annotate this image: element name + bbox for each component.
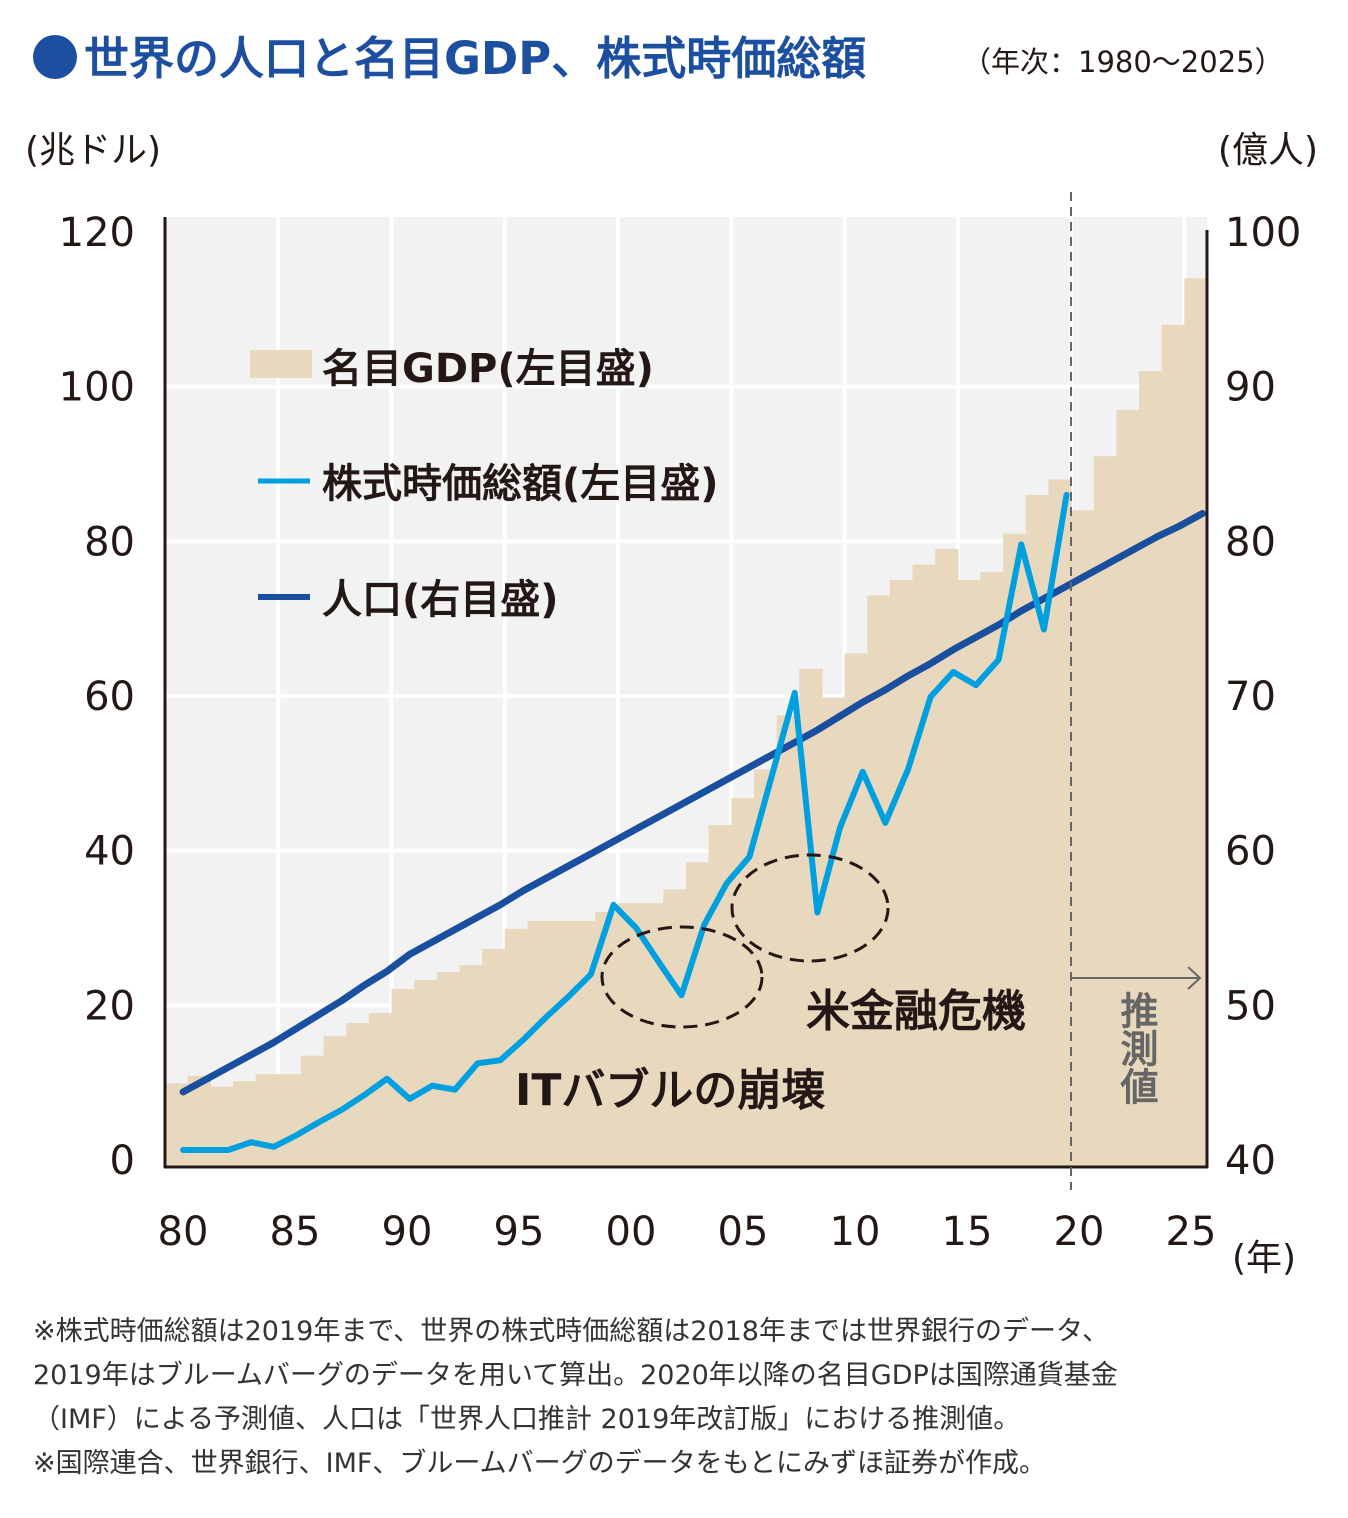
x-tick-label: 90 xyxy=(382,1209,433,1255)
legend-population-label: 人口(右目盛) xyxy=(322,577,559,623)
x-tick-label: 85 xyxy=(270,1209,321,1255)
right-axis-unit: (億人) xyxy=(1218,130,1318,171)
population-line xyxy=(179,509,1206,1096)
financial-crisis-ellipse xyxy=(730,853,890,963)
left-tick-label: 20 xyxy=(84,983,135,1029)
x-tick-label: 25 xyxy=(1166,1209,1217,1255)
gdp-bar xyxy=(1161,324,1185,1167)
x-axis-unit: (年) xyxy=(1232,1238,1296,1279)
gdp-bar xyxy=(391,989,415,1167)
gdp-bar xyxy=(550,921,574,1167)
gdp-bar xyxy=(935,549,959,1167)
x-tick-label: 10 xyxy=(830,1209,881,1255)
gdp-bar xyxy=(980,572,1004,1167)
gdp-bar xyxy=(300,1055,325,1167)
gdp-bars xyxy=(165,278,1208,1167)
gdp-bar xyxy=(844,653,868,1167)
gdp-bar xyxy=(776,715,800,1167)
it-bubble-label: ITバブルの崩壊 xyxy=(515,1065,825,1116)
left-axis-unit: (兆ドル) xyxy=(25,130,161,171)
footnotes: ※株式時価総額は2019年まで、世界の株式時価総額は2018年までは世界銀行のデ… xyxy=(33,1316,1118,1479)
footnote-line: ※株式時価総額は2019年まで、世界の株式時価総額は2018年までは世界銀行のデ… xyxy=(33,1316,1109,1347)
stock-market-cap-line xyxy=(180,491,1070,1153)
gdp-bar xyxy=(572,921,596,1167)
gdp-bar xyxy=(1184,278,1208,1167)
footnote-line: （IMF）による予測値、人口は「世界人口推計 2019年改訂版」における推測値。 xyxy=(33,1404,1020,1435)
left-tick-label: 40 xyxy=(84,829,135,875)
gdp-bar xyxy=(957,580,982,1167)
gdp-bar xyxy=(346,1023,370,1167)
gdp-bar xyxy=(482,948,506,1167)
right-tick-label: 90 xyxy=(1225,365,1276,411)
gdp-bar xyxy=(686,862,710,1167)
gdp-bar xyxy=(165,1083,189,1167)
x-tick-label: 95 xyxy=(494,1209,545,1255)
gdp-bar xyxy=(210,1086,234,1167)
gdp-bar xyxy=(368,1013,393,1167)
right-tick-label: 60 xyxy=(1225,829,1276,875)
chart-title: 世界の人口と名目GDP、株式時価総額 xyxy=(84,32,866,85)
right-tick-label: 80 xyxy=(1225,519,1276,565)
gdp-bar xyxy=(889,580,914,1167)
x-tick-label: 05 xyxy=(718,1209,769,1255)
footnote-line: ※国際連合、世界銀行、IMF、ブルームバーグのデータをもとにみずほ証券が作成。 xyxy=(33,1448,1046,1479)
footnote-line: 2019年はブルームバーグのデータを用いて算出。2020年以降の名目GDPは国際… xyxy=(33,1360,1118,1391)
left-tick-label: 100 xyxy=(59,365,135,411)
x-tick-label: 00 xyxy=(606,1209,657,1255)
lines xyxy=(179,491,1206,1153)
gdp-bar xyxy=(323,1036,347,1167)
left-tick-label: 60 xyxy=(84,674,135,720)
x-tick-label: 20 xyxy=(1054,1209,1105,1255)
left-tick-label: 0 xyxy=(110,1138,135,1184)
gdp-bar xyxy=(527,921,551,1167)
gdp-bar xyxy=(232,1081,257,1167)
arrow-head-icon xyxy=(1187,966,1202,990)
left-tick-label: 120 xyxy=(59,210,135,256)
ticks: 0 20 40 60 80 100 120 40 50 60 70 80 90 100 80 85 90 95 00… xyxy=(59,210,1302,1255)
it-bubble-ellipse xyxy=(600,925,764,1029)
gdp-bar xyxy=(255,1074,279,1167)
gdp-bar xyxy=(618,903,642,1167)
legend-gdp-swatch xyxy=(250,350,312,378)
right-tick-label: 100 xyxy=(1225,210,1301,256)
gdp-bar xyxy=(1093,456,1117,1167)
chart-subtitle: （年次：1980～2025） xyxy=(962,45,1284,79)
gdp-bar xyxy=(640,903,664,1167)
gdp-bar xyxy=(1071,510,1095,1167)
right-tick-label: 70 xyxy=(1225,674,1276,720)
legend-stock-label: 株式時価総額(左目盛) xyxy=(322,461,719,507)
legend: 名目GDP(左目盛) 株式時価総額(左目盛) 人口(右目盛) xyxy=(250,346,719,623)
right-tick-label: 40 xyxy=(1225,1138,1276,1184)
gdp-bar xyxy=(1048,479,1072,1167)
gdp-bar xyxy=(278,1074,302,1167)
gdp-bar xyxy=(912,564,936,1167)
financial-crisis-label: 米金融危機 xyxy=(806,986,1026,1037)
legend-gdp-label: 名目GDP(左目盛) xyxy=(322,346,654,392)
x-tick-label: 15 xyxy=(942,1209,993,1255)
gdp-bar xyxy=(414,979,438,1167)
forecast-label: 推測値 xyxy=(1114,991,1159,1105)
gdp-bar xyxy=(187,1075,211,1167)
right-tick-label: 50 xyxy=(1225,983,1276,1029)
gdp-bar xyxy=(821,697,846,1167)
title-bullet-icon xyxy=(33,35,77,79)
left-tick-label: 80 xyxy=(84,519,135,565)
gdp-bar xyxy=(436,972,461,1167)
gdp-bar xyxy=(1025,494,1050,1167)
gdp-bar xyxy=(1003,533,1027,1167)
gdp-bar xyxy=(459,965,483,1167)
gdp-bar xyxy=(753,769,778,1167)
gdp-bar xyxy=(1139,371,1163,1167)
x-tick-label: 80 xyxy=(158,1209,209,1255)
